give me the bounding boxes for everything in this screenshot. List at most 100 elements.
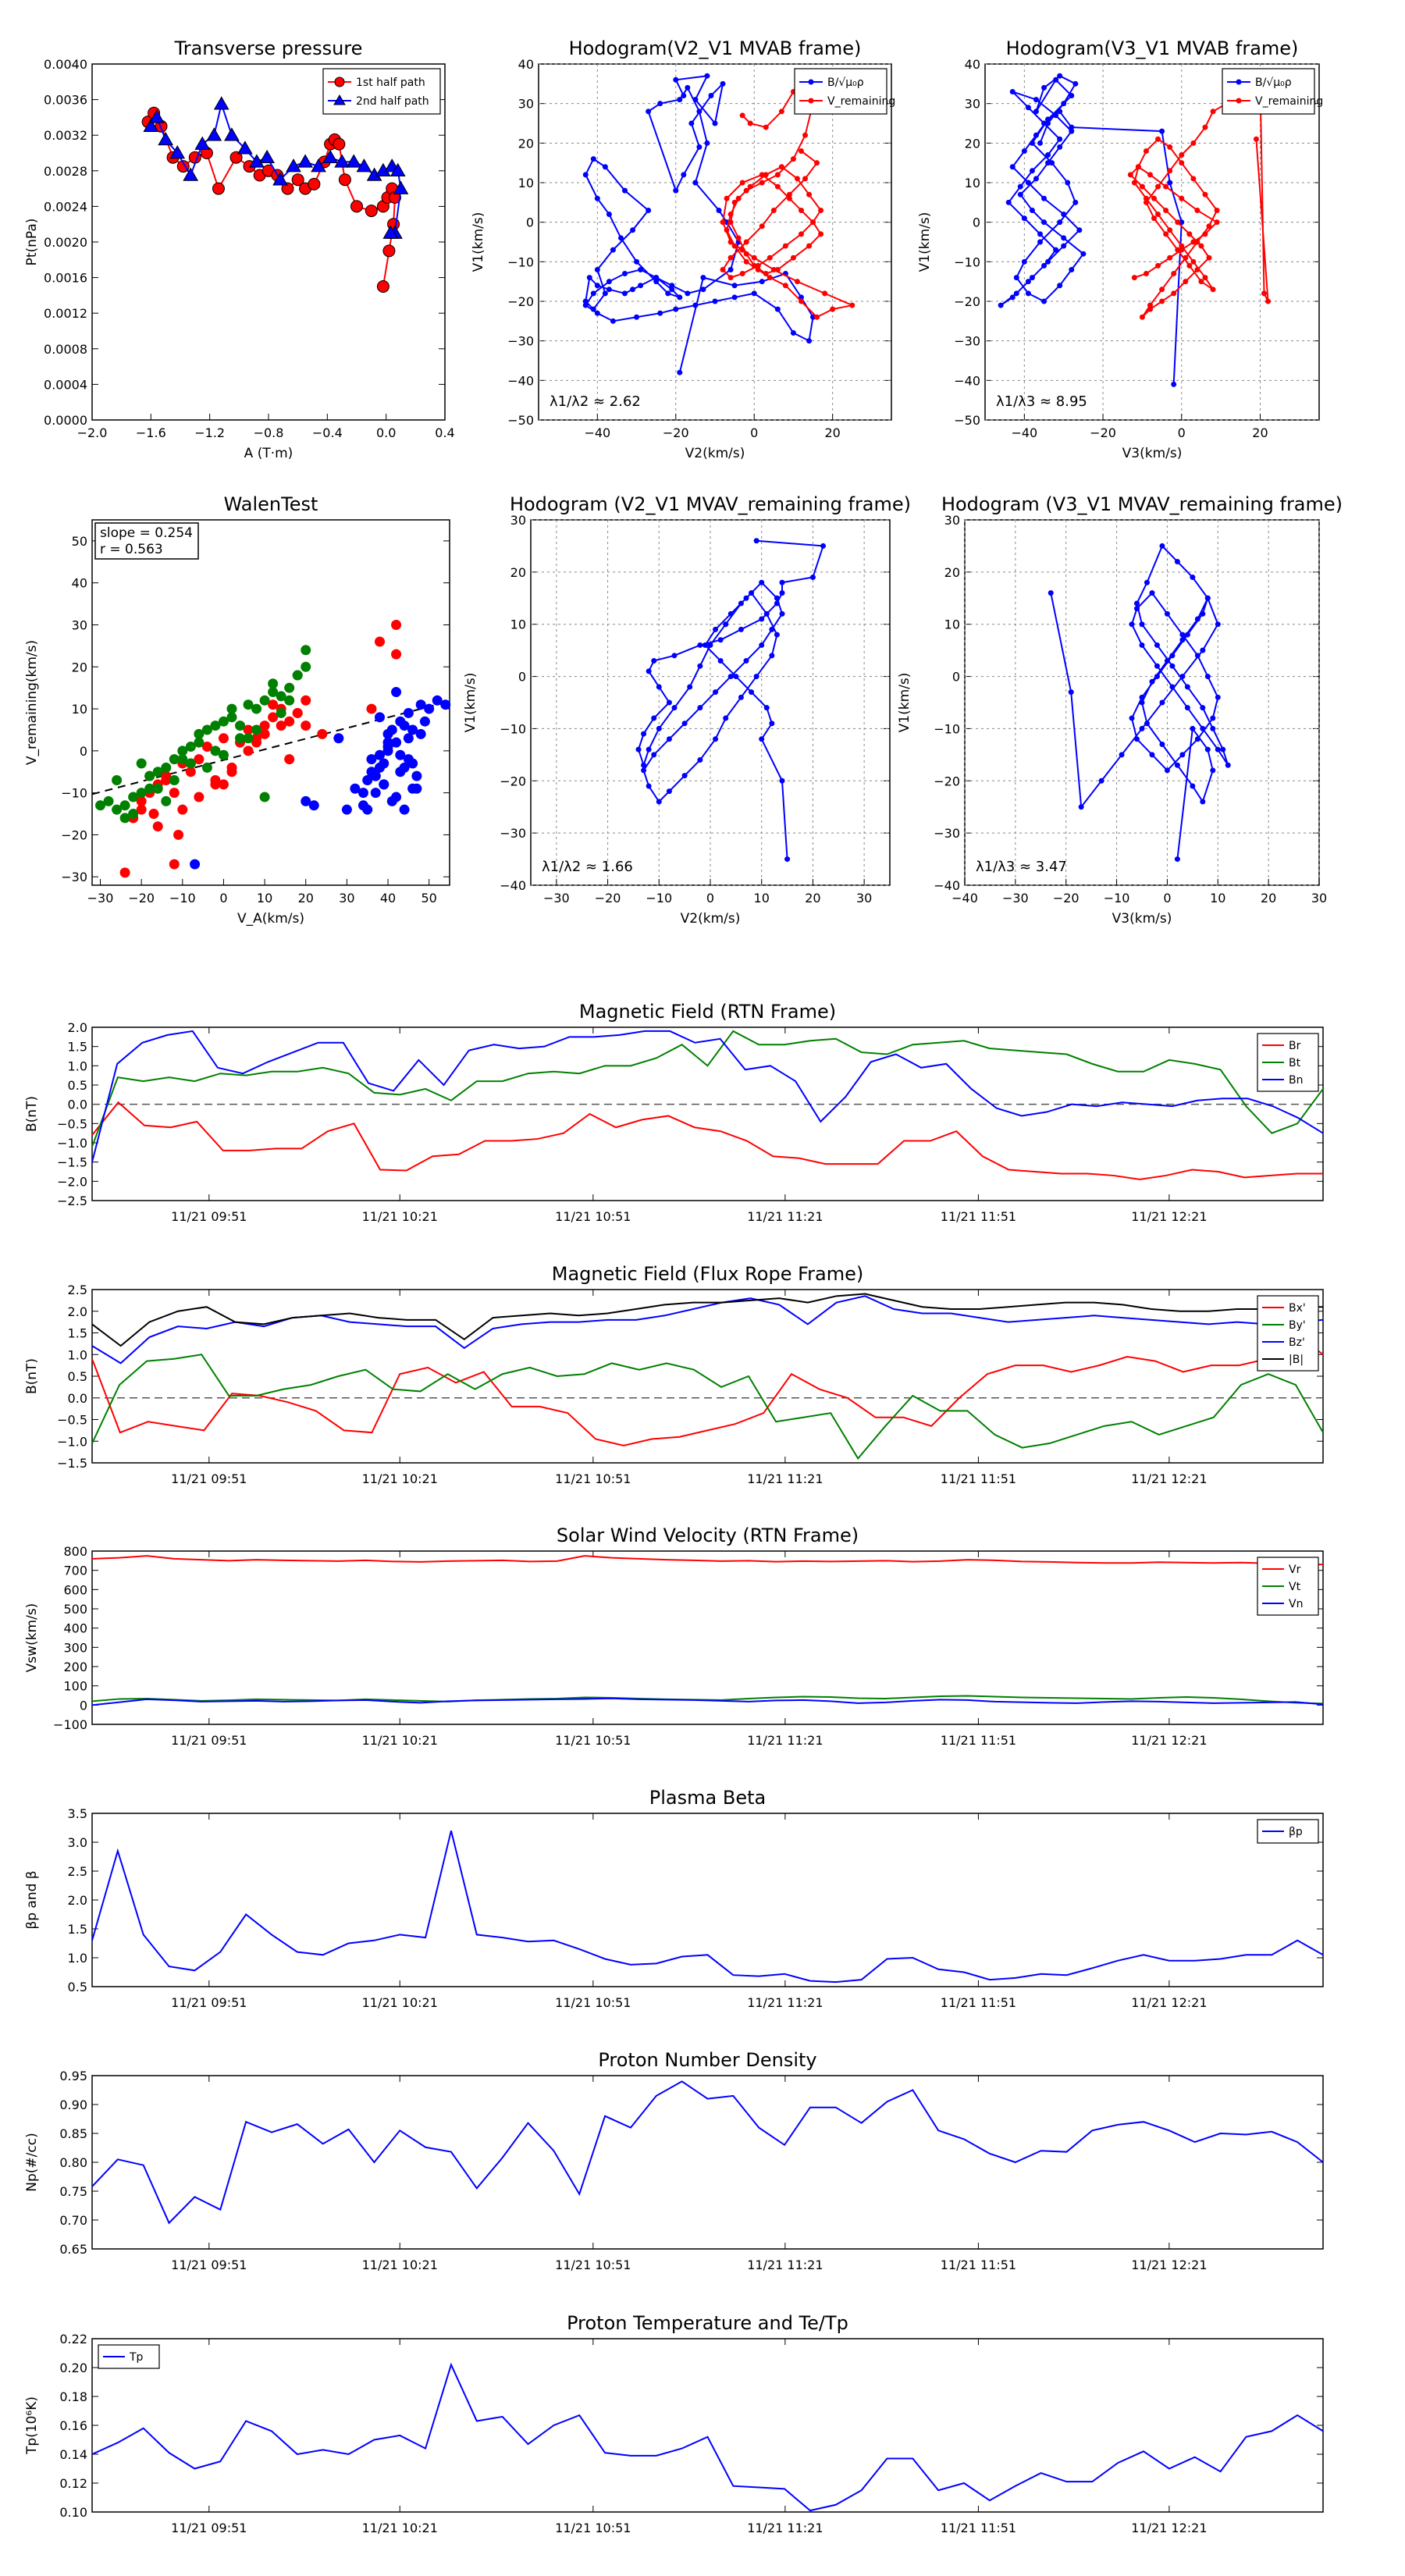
chart-title: Proton Number Density bbox=[598, 2049, 816, 2071]
data-point bbox=[630, 286, 636, 293]
data-point bbox=[1053, 247, 1059, 253]
data-point bbox=[1194, 207, 1200, 213]
x-tick-label: 11/21 11:21 bbox=[747, 1995, 823, 2010]
y-tick-label: 0.85 bbox=[59, 2126, 87, 2141]
data-point bbox=[1149, 752, 1155, 758]
data-point bbox=[1143, 199, 1149, 205]
data-point bbox=[635, 746, 642, 753]
data-point bbox=[1179, 243, 1185, 249]
series-2nd-half-path bbox=[143, 96, 409, 239]
y-tick-label: 2.0 bbox=[68, 1893, 87, 1908]
data-point bbox=[403, 733, 414, 744]
data-point bbox=[712, 298, 718, 304]
data-point bbox=[1167, 180, 1173, 186]
data-point bbox=[582, 172, 589, 178]
data-point bbox=[849, 302, 855, 308]
series-line-bt bbox=[91, 1030, 1324, 1147]
y-tick-label: −50 bbox=[507, 413, 534, 428]
y-tick-label: −1.0 bbox=[57, 1136, 87, 1151]
data-point bbox=[779, 590, 785, 596]
x-tick-label: −10 bbox=[169, 891, 196, 906]
data-point bbox=[1215, 746, 1221, 753]
data-point bbox=[1033, 97, 1039, 103]
legend: B/√μ₀ρ V_remaining bbox=[794, 68, 895, 115]
legend-box bbox=[794, 68, 887, 115]
y-tick-label: 0 bbox=[80, 744, 87, 759]
y-tick-label: 40 bbox=[965, 57, 980, 72]
data-point bbox=[697, 663, 703, 669]
x-tick-label: −20 bbox=[663, 425, 689, 440]
data-point bbox=[716, 207, 722, 213]
y-tick-label: 10 bbox=[965, 176, 980, 190]
data-point bbox=[194, 728, 205, 739]
plot-frame bbox=[984, 63, 1320, 421]
data-point bbox=[692, 302, 699, 308]
y-tick-label: 0.75 bbox=[59, 2184, 87, 2199]
y-tick-label: 1.5 bbox=[68, 1326, 87, 1341]
legend-label: |B| bbox=[1289, 1354, 1304, 1366]
data-point bbox=[634, 258, 640, 265]
y-tick-label: 0.0 bbox=[68, 1098, 87, 1112]
data-point bbox=[1045, 258, 1051, 265]
x-tick-label: −0.8 bbox=[254, 425, 284, 440]
data-point bbox=[1025, 290, 1031, 297]
data-point bbox=[268, 687, 279, 698]
data-point bbox=[1194, 239, 1200, 245]
data-point bbox=[806, 243, 813, 249]
x-tick-label: 0.4 bbox=[435, 425, 454, 440]
data-point bbox=[1159, 543, 1165, 549]
data-point bbox=[641, 762, 647, 768]
data-point bbox=[707, 642, 713, 648]
y-tick-label: 30 bbox=[518, 97, 534, 112]
series-line bbox=[721, 78, 855, 318]
y-tick-label: 0.0012 bbox=[44, 306, 87, 321]
y-tick-label: 0.18 bbox=[59, 2389, 87, 2404]
data-point bbox=[1194, 616, 1200, 622]
data-point bbox=[284, 754, 295, 765]
data-point bbox=[727, 254, 734, 261]
data-point bbox=[671, 705, 678, 711]
data-point bbox=[1129, 621, 1135, 628]
x-tick-label: −10 bbox=[1104, 891, 1130, 906]
data-point bbox=[311, 158, 326, 173]
data-point bbox=[346, 154, 362, 168]
y-tick-label: −40 bbox=[507, 373, 534, 388]
data-point bbox=[814, 160, 820, 166]
data-point bbox=[379, 758, 389, 769]
chart-title: Hodogram(V2_V1 MVAB frame) bbox=[569, 37, 862, 59]
data-point bbox=[727, 266, 734, 272]
chart-title: Transverse pressure bbox=[174, 37, 363, 59]
legend-label: Bz' bbox=[1289, 1336, 1305, 1349]
data-point bbox=[1154, 642, 1160, 648]
data-point bbox=[365, 205, 378, 218]
data-point bbox=[206, 127, 222, 141]
plot-frame bbox=[91, 1289, 1324, 1464]
data-point bbox=[243, 745, 254, 756]
x-tick-label: 11/21 11:21 bbox=[747, 1209, 823, 1224]
data-point bbox=[210, 720, 221, 731]
data-point bbox=[1049, 160, 1055, 166]
chart-walen: WalenTest −30 −20 −10 0 10 20 30 40 50 V_remaining… bbox=[24, 493, 451, 927]
x-tick-label: 11/21 10:21 bbox=[362, 1995, 438, 2010]
series-blue bbox=[190, 687, 451, 870]
data-point bbox=[638, 266, 644, 272]
x-tick-label: 11/21 12:21 bbox=[1131, 2258, 1207, 2272]
data-point bbox=[767, 254, 773, 261]
data-point bbox=[1167, 144, 1173, 150]
data-point bbox=[370, 788, 381, 799]
x-axis-label: V2(km/s) bbox=[681, 911, 741, 927]
data-point bbox=[194, 792, 205, 802]
data-point bbox=[641, 731, 647, 737]
data-point bbox=[1164, 767, 1170, 774]
data-point bbox=[723, 621, 729, 628]
series-red bbox=[119, 619, 402, 878]
data-point bbox=[610, 247, 616, 253]
data-point bbox=[657, 310, 663, 316]
data-point bbox=[1210, 109, 1216, 115]
data-point bbox=[1169, 653, 1176, 659]
y-tick-label: 0 bbox=[518, 670, 526, 685]
data-point bbox=[1069, 93, 1075, 99]
legend-marker bbox=[1236, 98, 1242, 104]
y-tick-label: 0.0008 bbox=[44, 342, 87, 357]
data-point bbox=[1174, 558, 1180, 564]
